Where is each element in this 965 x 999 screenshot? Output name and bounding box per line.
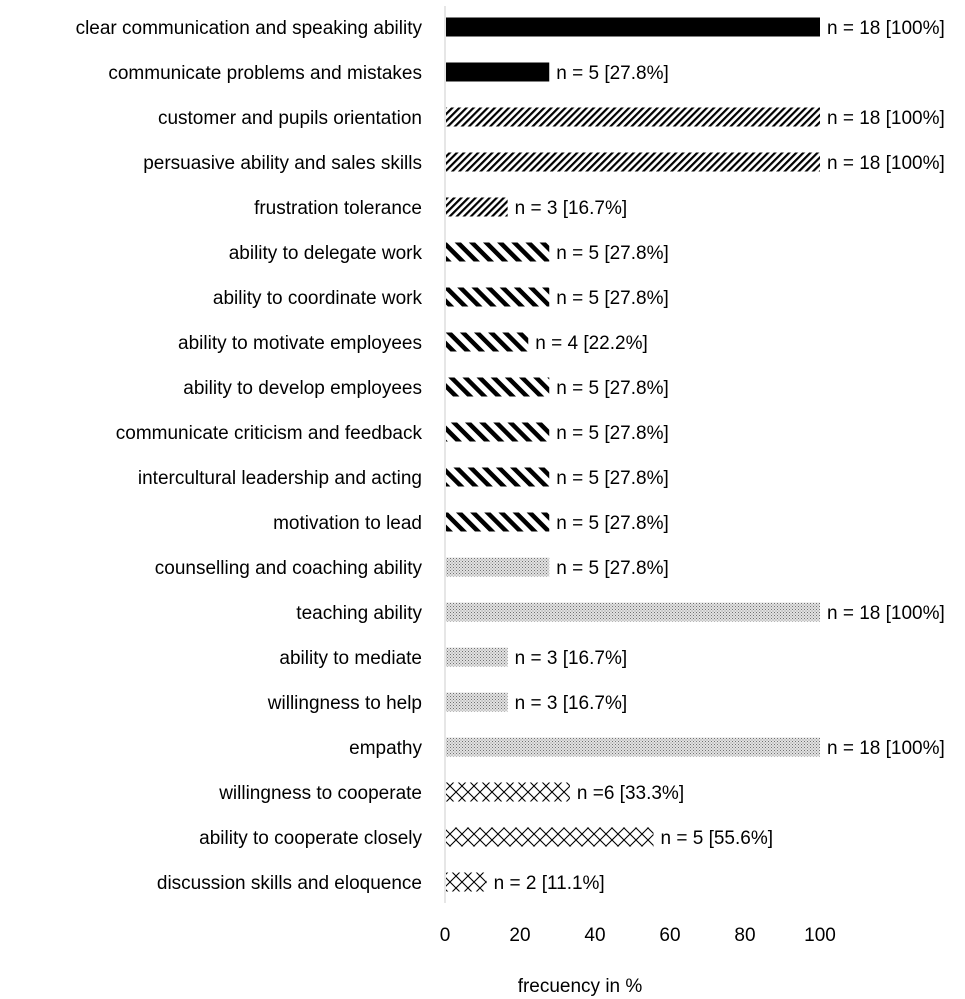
category-label: ability to motivate employees [178,333,422,354]
category-label: willingness to help [267,693,422,714]
bar [446,557,550,577]
data-label: n = 3 [16.7%] [515,693,628,714]
data-label: n = 5 [27.8%] [556,513,669,534]
x-tick-label: 20 [509,925,530,946]
bar [446,197,508,217]
bar [446,62,550,82]
x-tick-label: 80 [734,925,755,946]
category-label: empathy [349,738,422,759]
bar [446,872,487,892]
x-tick-label: 100 [804,925,836,946]
x-tick-label: 60 [659,925,680,946]
category-label: clear communication and speaking ability [76,18,423,39]
data-label: n = 4 [22.2%] [535,333,648,354]
data-label: n = 5 [55.6%] [661,828,774,849]
category-label: counselling and coaching ability [155,558,423,579]
bar [446,827,654,847]
data-label: n = 5 [27.8%] [556,378,669,399]
category-label: intercultural leadership and acting [138,468,422,489]
bar [446,467,550,487]
data-label: n = 18 [100%] [827,738,945,759]
data-label: n = 5 [27.8%] [556,288,669,309]
x-tick-label: 0 [440,925,451,946]
bar [446,602,820,622]
x-tick-label: 40 [584,925,605,946]
category-label: willingness to cooperate [218,783,422,804]
data-label: n = 5 [27.8%] [556,63,669,84]
category-label: ability to mediate [279,648,422,669]
category-label: ability to develop employees [183,378,422,399]
data-label: n = 18 [100%] [827,153,945,174]
bar [446,692,508,712]
category-label: persuasive ability and sales skills [143,153,422,174]
category-label: communicate problems and mistakes [108,63,422,84]
bar [446,107,820,127]
data-label: n = 5 [27.8%] [556,423,669,444]
data-label: n = 3 [16.7%] [515,648,628,669]
bar [446,647,508,667]
bar [446,377,550,397]
category-label: ability to delegate work [229,243,423,264]
data-label: n = 18 [100%] [827,18,945,39]
data-labels: n = 18 [100%] n = 5 [27.8%] n = 18 [100%] n… [494,18,945,894]
bar [446,152,820,172]
category-label: communicate criticism and feedback [116,423,423,444]
category-label: customer and pupils orientation [158,108,422,129]
category-label: frustration tolerance [254,198,422,219]
category-label: discussion skills and eloquence [157,873,422,894]
bar [446,422,550,442]
bar [446,17,820,37]
bar [446,242,550,262]
category-label: ability to coordinate work [213,288,423,309]
category-label: motivation to lead [273,513,422,534]
data-label: n = 18 [100%] [827,603,945,624]
bar [446,737,820,757]
data-label: n = 3 [16.7%] [515,198,628,219]
bar [446,332,529,352]
data-label: n = 5 [27.8%] [556,243,669,264]
data-label: n = 2 [11.1%] [494,873,605,894]
bar [446,287,550,307]
x-axis-ticks: 0 20 40 60 80 100 [440,925,836,946]
data-label: n = 18 [100%] [827,108,945,129]
bar [446,782,570,802]
bars-layer [446,17,820,892]
category-label: ability to cooperate closely [199,828,422,849]
data-label: n =6 [33.3%] [577,783,684,804]
category-labels: clear communication and speaking ability… [76,18,423,894]
data-label: n = 5 [27.8%] [556,468,669,489]
x-axis-title: frecuency in % [518,976,643,997]
category-label: teaching ability [296,603,422,624]
bar [446,512,550,532]
data-label: n = 5 [27.8%] [556,558,669,579]
